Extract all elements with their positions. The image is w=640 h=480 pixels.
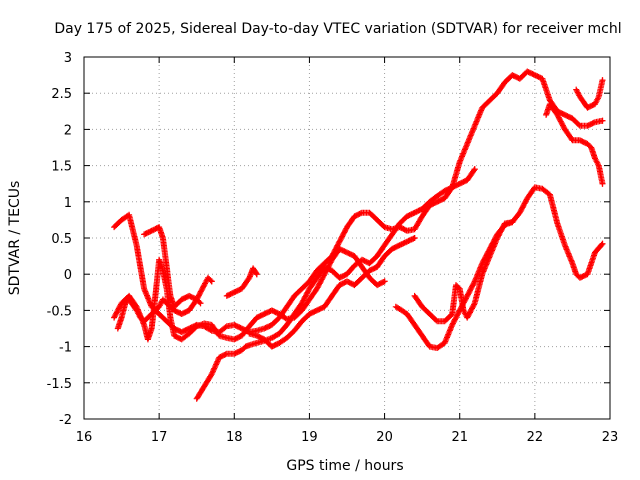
x-tick-label: 21 xyxy=(451,430,468,445)
chart-title: Day 175 of 2025, Sidereal Day-to-day VTE… xyxy=(54,21,621,37)
data-point-sat-i xyxy=(509,219,516,226)
axis-tick-labels: 16 17 18 19 20 21 22 23 -2 -1.5 -1 -0.5 0 0.5 1 1.5 2 2.5… xyxy=(47,51,619,445)
data-point-sat-c xyxy=(113,309,120,316)
y-tick-label: 0.5 xyxy=(51,232,72,247)
data-point-sat-g xyxy=(411,235,418,241)
data-point-sat-c xyxy=(381,278,388,285)
data-point-sat-k xyxy=(599,77,606,84)
y-tick-label: 2 xyxy=(64,123,72,138)
data-points xyxy=(111,68,606,402)
y-tick-label: 2.5 xyxy=(51,87,72,102)
data-point-sat-j xyxy=(599,180,606,187)
data-point-sat-h xyxy=(599,240,606,247)
data-point-sat-h xyxy=(466,289,473,295)
y-axis-label: SDTVAR / TECUs xyxy=(7,181,23,296)
data-point-sat-a xyxy=(222,324,229,331)
y-tick-label: 3 xyxy=(64,51,72,66)
data-point-sat-h xyxy=(568,257,575,264)
x-tick-label: 19 xyxy=(301,430,318,445)
x-tick-label: 22 xyxy=(527,430,544,445)
data-point-sat-a xyxy=(526,69,533,76)
data-point-sat-j xyxy=(554,111,561,118)
x-tick-label: 16 xyxy=(76,430,93,445)
y-tick-label: -0.5 xyxy=(47,304,72,319)
data-point-sat-e xyxy=(470,167,477,174)
data-point-sat-f xyxy=(253,271,260,278)
y-tick-label: -1 xyxy=(59,341,72,356)
x-tick-label: 17 xyxy=(151,430,168,445)
y-tick-label: 1.5 xyxy=(51,160,72,175)
data-point-sat-d xyxy=(196,299,203,305)
data-point-sat-h xyxy=(470,281,477,288)
x-tick-label: 23 xyxy=(602,430,619,445)
x-axis-label: GPS time / hours xyxy=(286,458,403,474)
y-tick-label: 0 xyxy=(64,268,72,283)
y-tick-label: -2 xyxy=(59,413,72,428)
data-point-sat-h xyxy=(520,203,527,210)
grid-lines xyxy=(84,57,610,419)
data-point-sat-e xyxy=(471,166,478,173)
data-point-sat-a xyxy=(599,117,606,124)
y-tick-label: -1.5 xyxy=(47,377,72,392)
data-point-sat-d xyxy=(197,300,204,307)
data-point-sat-f xyxy=(253,270,260,276)
y-tick-label: 1 xyxy=(64,196,72,211)
x-tick-label: 18 xyxy=(226,430,243,445)
axis-ticks xyxy=(83,56,611,420)
data-point-sat-b xyxy=(207,277,214,284)
x-tick-label: 20 xyxy=(376,430,393,445)
data-point-sat-b xyxy=(208,278,215,285)
data-point-sat-h xyxy=(598,241,605,248)
data-point-sat-a xyxy=(590,119,597,126)
